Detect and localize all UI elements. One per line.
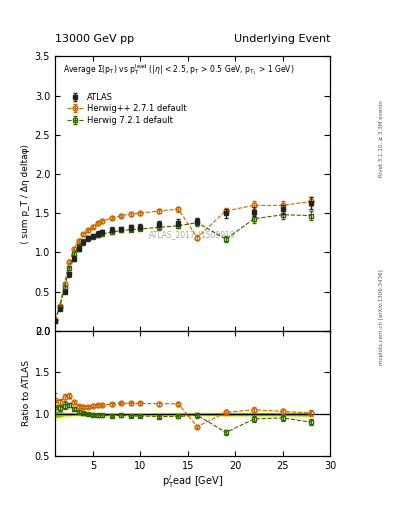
Text: mcplots.cern.ch [arXiv:1306.3436]: mcplots.cern.ch [arXiv:1306.3436]: [379, 270, 384, 365]
Legend: ATLAS, Herwig++ 2.7.1 default, Herwig 7.2.1 default: ATLAS, Herwig++ 2.7.1 default, Herwig 7.…: [63, 89, 189, 128]
Text: 13000 GeV pp: 13000 GeV pp: [55, 33, 134, 44]
X-axis label: p$_{\rm T}^{l}$ead [GeV]: p$_{\rm T}^{l}$ead [GeV]: [162, 473, 223, 490]
Text: Average $\Sigma$(p$_{\rm T}$) vs p$_{\rm T}^{\rm lead}$ ($|\eta|$ < 2.5, p$_{\rm: Average $\Sigma$(p$_{\rm T}$) vs p$_{\rm…: [63, 62, 295, 77]
Y-axis label: ⟨ sum p_T / Δη deltaφ⟩: ⟨ sum p_T / Δη deltaφ⟩: [22, 143, 31, 244]
Text: Underlying Event: Underlying Event: [233, 33, 330, 44]
Y-axis label: Ratio to ATLAS: Ratio to ATLAS: [22, 360, 31, 426]
Text: Rivet 3.1.10, ≥ 3.3M events: Rivet 3.1.10, ≥ 3.3M events: [379, 100, 384, 177]
Text: ATLAS_2017_I1509919: ATLAS_2017_I1509919: [149, 230, 236, 239]
